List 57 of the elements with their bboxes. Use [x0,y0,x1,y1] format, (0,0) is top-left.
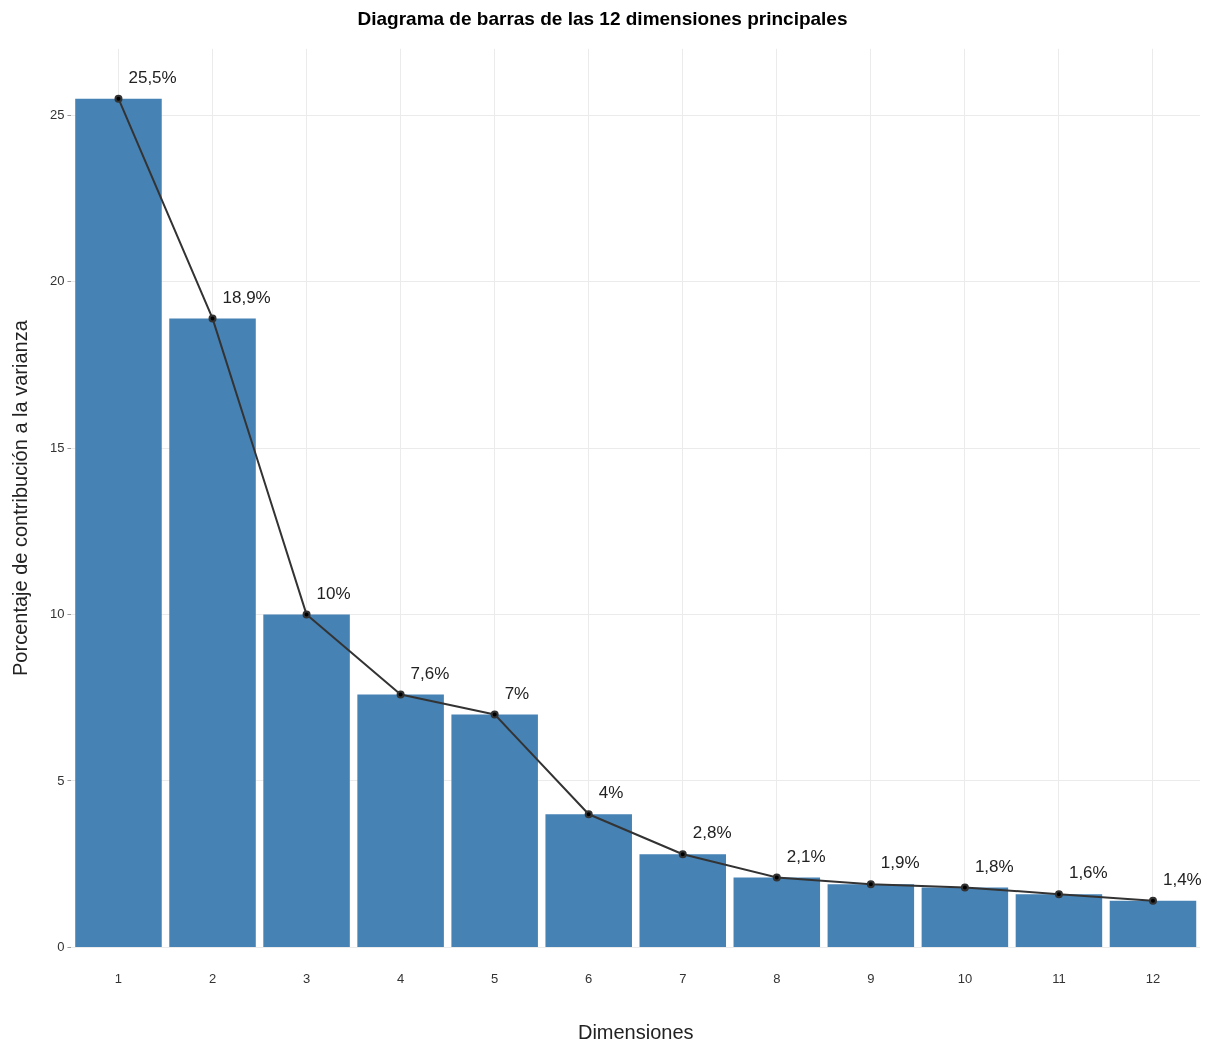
data-label: 2,1% [786,846,826,866]
data-label: 7% [504,683,530,703]
point [678,850,687,859]
data-label: 1,8% [974,856,1014,876]
x-tick-label: 7 [679,970,687,986]
y-tick-label: 10 [49,606,65,622]
x-tick-label: 12 [1145,970,1161,986]
point [396,690,405,699]
data-label: 1,4% [1162,869,1202,889]
bar [75,98,162,947]
x-tick-label: 1 [114,970,123,986]
y-tick-label: 20 [49,273,65,289]
bar [169,318,256,947]
x-tick-label: 6 [585,970,593,986]
data-label: 4% [598,783,624,803]
x-tick-label: 5 [491,970,499,986]
bar [1015,894,1103,947]
x-tick-label: 3 [302,970,311,986]
x-tick-label: 11 [1052,970,1066,986]
bar [639,854,727,947]
x-tick-label: 4 [397,970,405,986]
point [1148,896,1157,905]
bar [263,614,350,947]
data-label: 18,9% [222,287,271,307]
y-axis-title: Porcentaje de contribución a la varianza [8,319,31,676]
x-tick-label: 9 [867,970,875,986]
bar [545,814,632,947]
bar [827,884,915,947]
bar [921,887,1009,947]
point [584,810,593,819]
point [960,883,969,892]
x-tick-label: 2 [208,970,217,986]
point [114,94,123,103]
y-tick-label: 25 [49,106,65,122]
x-tick-label: 8 [773,970,781,986]
data-label: 7,6% [410,663,450,683]
y-tick-label: 0 [57,938,65,954]
point [302,610,311,619]
data-label: 25,5% [128,67,177,87]
y-tick-label: 5 [57,772,65,788]
point [208,314,217,323]
bar [357,694,444,947]
data-label: 2,8% [692,823,732,843]
point [490,710,499,719]
bar [733,877,821,947]
point [866,880,875,889]
data-label: 10% [316,583,351,603]
bar [1109,900,1197,947]
point [772,873,781,882]
data-label: 1,6% [1068,863,1108,883]
chart-title: Diagrama de barras de las 12 dimensiones principales [357,7,848,29]
y-tick-label: 15 [49,439,65,455]
point [1054,890,1063,899]
x-axis-title: Dimensiones [577,1020,694,1043]
x-tick-label: 10 [957,970,973,986]
data-label: 1,9% [880,853,920,873]
bar [451,714,538,947]
